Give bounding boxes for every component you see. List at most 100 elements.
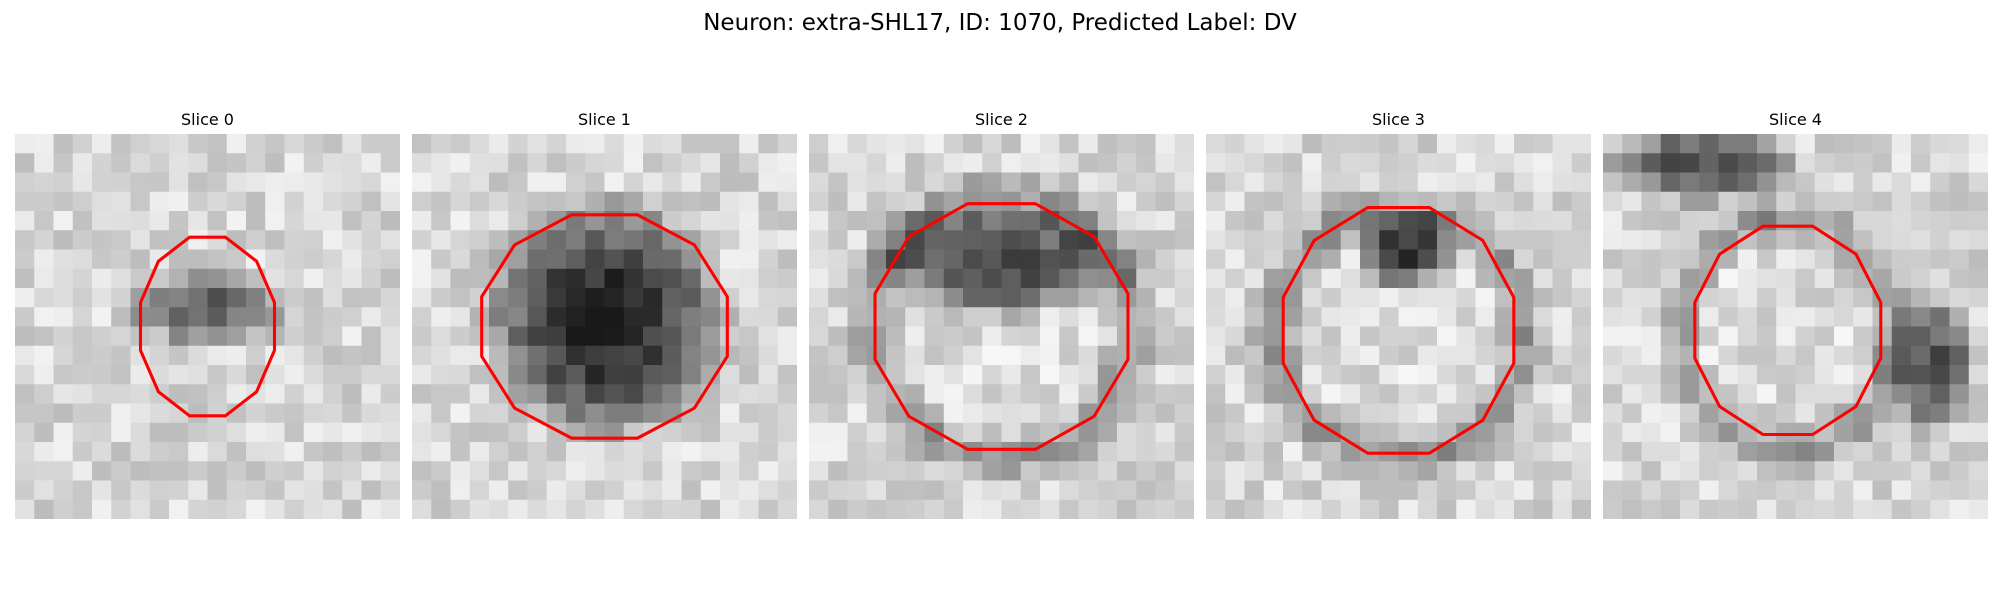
image-pixel [758, 230, 779, 251]
image-pixel [15, 230, 35, 251]
image-pixel [943, 480, 964, 501]
image-pixel [72, 211, 93, 231]
image-pixel [643, 345, 663, 366]
image-pixel [1622, 403, 1643, 424]
image-pixel [924, 153, 945, 174]
image-pixel [1078, 307, 1099, 328]
image-pixel [1155, 249, 1176, 270]
image-pixel [1263, 480, 1284, 501]
image-pixel [1001, 249, 1022, 270]
image-pixel [450, 288, 471, 308]
image-pixel [905, 345, 926, 366]
image-pixel [1475, 345, 1496, 366]
image-pixel [130, 230, 151, 251]
image-pixel [1174, 365, 1194, 385]
image-pixel [1641, 499, 1662, 519]
image-pixel [342, 230, 363, 251]
image-pixel [982, 345, 1003, 366]
image-pixel [1340, 345, 1361, 366]
image-pixel [1340, 442, 1361, 462]
image-pixel [777, 403, 797, 424]
image-pixel [1263, 403, 1284, 424]
image-pixel [1001, 422, 1022, 443]
image-pixel [982, 499, 1003, 519]
image-pixel [681, 461, 702, 482]
image-pixel [643, 249, 663, 270]
image-pixel [1891, 480, 1912, 501]
image-pixel [1456, 172, 1477, 193]
image-pixel [1494, 422, 1515, 443]
image-pixel [34, 403, 55, 424]
image-pixel [1514, 461, 1534, 482]
image-pixel [72, 403, 93, 424]
image-pixel [1417, 422, 1438, 443]
image-pixel [963, 345, 983, 366]
image-pixel [303, 384, 324, 405]
image-pixel [886, 422, 906, 443]
image-pixel [1968, 442, 1988, 462]
image-pixel [1968, 191, 1988, 212]
image-pixel [662, 480, 683, 501]
image-pixel [1968, 345, 1988, 366]
image-pixel [265, 499, 286, 519]
image-pixel [34, 480, 55, 501]
image-pixel [149, 191, 170, 212]
image-pixel [1206, 288, 1226, 308]
image-pixel [34, 499, 55, 519]
image-pixel [982, 230, 1003, 251]
image-pixel [1321, 480, 1342, 501]
image-pixel [489, 134, 509, 154]
image-pixel [188, 268, 209, 289]
image-pixel [681, 268, 702, 289]
image-pixel [1417, 230, 1438, 251]
image-pixel [1552, 249, 1573, 270]
image-pixel [1417, 326, 1438, 347]
image-pixel [1475, 326, 1496, 347]
image-pixel [1533, 480, 1554, 501]
image-pixel [1514, 249, 1534, 270]
image-pixel [92, 288, 112, 308]
image-pixel [886, 307, 906, 328]
image-pixel [1494, 153, 1515, 174]
image-pixel [1494, 211, 1515, 231]
image-pixel [1475, 307, 1496, 328]
image-pixel [1834, 480, 1854, 501]
image-pixel [739, 134, 760, 154]
image-pixel [15, 499, 35, 519]
image-pixel [1622, 345, 1643, 366]
image-pixel [1437, 134, 1457, 154]
image-pixel [508, 461, 529, 482]
image-pixel [303, 307, 324, 328]
image-pixel [1968, 480, 1988, 501]
image-pixel [1494, 345, 1515, 366]
image-pixel [739, 191, 760, 212]
image-pixel [1514, 403, 1534, 424]
image-pixel [1078, 422, 1099, 443]
image-pixel [1853, 268, 1874, 289]
image-pixel [1263, 442, 1284, 462]
image-pixel [1078, 268, 1099, 289]
image-pixel [1968, 422, 1988, 443]
image-pixel [489, 345, 509, 366]
image-pixel [982, 422, 1003, 443]
image-pixel [809, 230, 829, 251]
image-pixel [1174, 442, 1194, 462]
image-pixel [1475, 191, 1496, 212]
image-pixel [739, 249, 760, 270]
image-pixel [1660, 288, 1681, 308]
image-pixel [1853, 345, 1874, 366]
image-pixel [924, 326, 945, 347]
image-pixel [1340, 268, 1361, 289]
image-pixel [1680, 172, 1700, 193]
image-pixel [508, 422, 529, 443]
image-pixel [1641, 268, 1662, 289]
image-pixel [809, 307, 829, 328]
image-pixel [1776, 153, 1797, 174]
image-pixel [1225, 191, 1246, 212]
image-pixel [1737, 191, 1758, 212]
image-pixel [53, 499, 74, 519]
image-pixel [15, 172, 35, 193]
image-pixel [15, 134, 35, 154]
image-pixel [34, 288, 55, 308]
image-pixel [226, 172, 247, 193]
